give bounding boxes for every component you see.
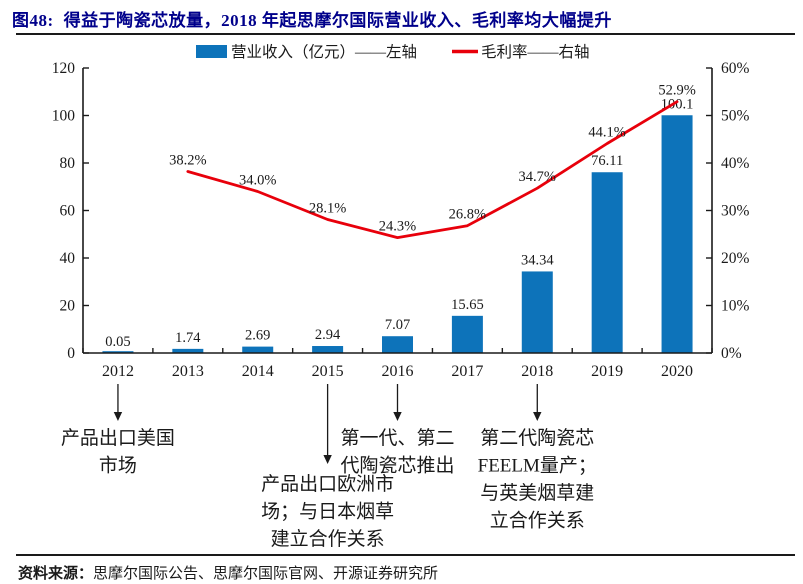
left-axis-label: 20 xyxy=(60,298,76,315)
bar-value-label: 1.74 xyxy=(175,330,201,346)
figure-number: 图48: xyxy=(12,11,54,30)
year-label: 2015 xyxy=(312,363,344,380)
annotation-arrowhead xyxy=(323,455,332,464)
bar-value-label: 7.07 xyxy=(385,317,410,333)
bar-2020 xyxy=(661,115,693,353)
right-axis-label: 50% xyxy=(721,108,750,125)
annotation-text-2012: 产品出口美国市场 xyxy=(61,427,175,477)
source-divider xyxy=(16,554,795,556)
figure-title-text: 得益于陶瓷芯放量，2018 年起思摩尔国际营业收入、毛利率均大幅提升 xyxy=(63,11,612,30)
bar-value-label: 2.69 xyxy=(245,328,270,344)
pct-label: 26.8% xyxy=(449,207,486,223)
legend-bar-swatch xyxy=(196,45,227,58)
legend-bar-label: 营业收入（亿元）——左轴 xyxy=(231,43,417,61)
annotation-arrowhead xyxy=(393,412,402,421)
title-divider xyxy=(16,33,795,35)
bar-value-label: 0.05 xyxy=(105,334,130,350)
year-label: 2017 xyxy=(451,363,483,380)
bar-value-label: 100.1 xyxy=(661,96,694,112)
bar-2015 xyxy=(312,346,344,353)
right-axis-label: 20% xyxy=(721,250,750,267)
right-axis-label: 10% xyxy=(721,298,750,315)
year-label: 2019 xyxy=(591,363,623,380)
annotation-arrowhead xyxy=(533,412,542,421)
source-label: 资料来源： xyxy=(18,566,94,582)
year-label: 2014 xyxy=(242,363,274,380)
annotation-text-2018: 第二代陶瓷芯 FEELM量产；与英美烟草建立合作关系 xyxy=(478,427,597,532)
source-text: 思摩尔国际公告、思摩尔国际官网、开源证券研究所 xyxy=(93,566,439,582)
chart-canvas: 0.05 1.74 2.69 2.94 7.07 15.65 34.34 76.11 100.1… xyxy=(52,43,750,550)
pct-label: 28.1% xyxy=(309,201,346,217)
bar-2018 xyxy=(521,271,553,353)
left-axis-label: 80 xyxy=(60,155,76,172)
margin-line-series xyxy=(186,100,679,240)
bar-value-label: 76.11 xyxy=(591,153,623,169)
pct-label: 24.3% xyxy=(379,219,416,235)
year-label: 2016 xyxy=(382,363,414,380)
year-label: 2018 xyxy=(521,363,553,380)
right-axis-label: 30% xyxy=(721,203,750,220)
annotation-text-2016: 第一代、第二代陶瓷芯推出 xyxy=(340,427,454,477)
figure-title: 图48: 得益于陶瓷芯放量，2018 年起思摩尔国际营业收入、毛利率均大幅提升 xyxy=(12,6,795,31)
pct-label: 52.9% xyxy=(658,83,695,99)
bar-2017 xyxy=(451,315,483,353)
left-axis-label: 120 xyxy=(52,60,76,77)
bar-value-label: 2.94 xyxy=(315,327,341,343)
left-axis-label: 40 xyxy=(60,250,76,267)
year-label: 2013 xyxy=(172,363,204,380)
left-axis-label: 0 xyxy=(67,345,75,362)
annotation-text-2015: 产品出口欧洲市场；与日本烟草建立合作关系 xyxy=(261,473,394,550)
pct-label: 34.7% xyxy=(519,169,556,185)
bar-2012 xyxy=(102,351,134,353)
right-axis-label: 60% xyxy=(721,60,750,77)
annotation-arrowhead xyxy=(113,412,123,421)
right-axis-label: 0% xyxy=(721,345,742,362)
year-label: 2012 xyxy=(102,363,134,380)
bar-2016 xyxy=(382,336,413,353)
bar-value-label: 34.34 xyxy=(521,252,554,268)
bar-2013 xyxy=(172,348,204,353)
right-axis-label: 40% xyxy=(721,155,750,172)
bar-2019 xyxy=(591,172,623,353)
pct-label: 44.1% xyxy=(588,125,625,141)
left-axis-label: 60 xyxy=(60,203,76,220)
left-axis-label: 100 xyxy=(52,108,76,125)
legend-line-label: 毛利率——右轴 xyxy=(481,43,590,61)
bar-value-label: 15.65 xyxy=(451,297,484,313)
pct-label: 38.2% xyxy=(169,153,206,169)
source-note: 资料来源：思摩尔国际公告、思摩尔国际官网、开源证券研究所 xyxy=(18,562,795,583)
bar-2014 xyxy=(242,346,274,353)
year-label: 2020 xyxy=(661,363,693,380)
pct-label: 34.0% xyxy=(239,173,276,189)
